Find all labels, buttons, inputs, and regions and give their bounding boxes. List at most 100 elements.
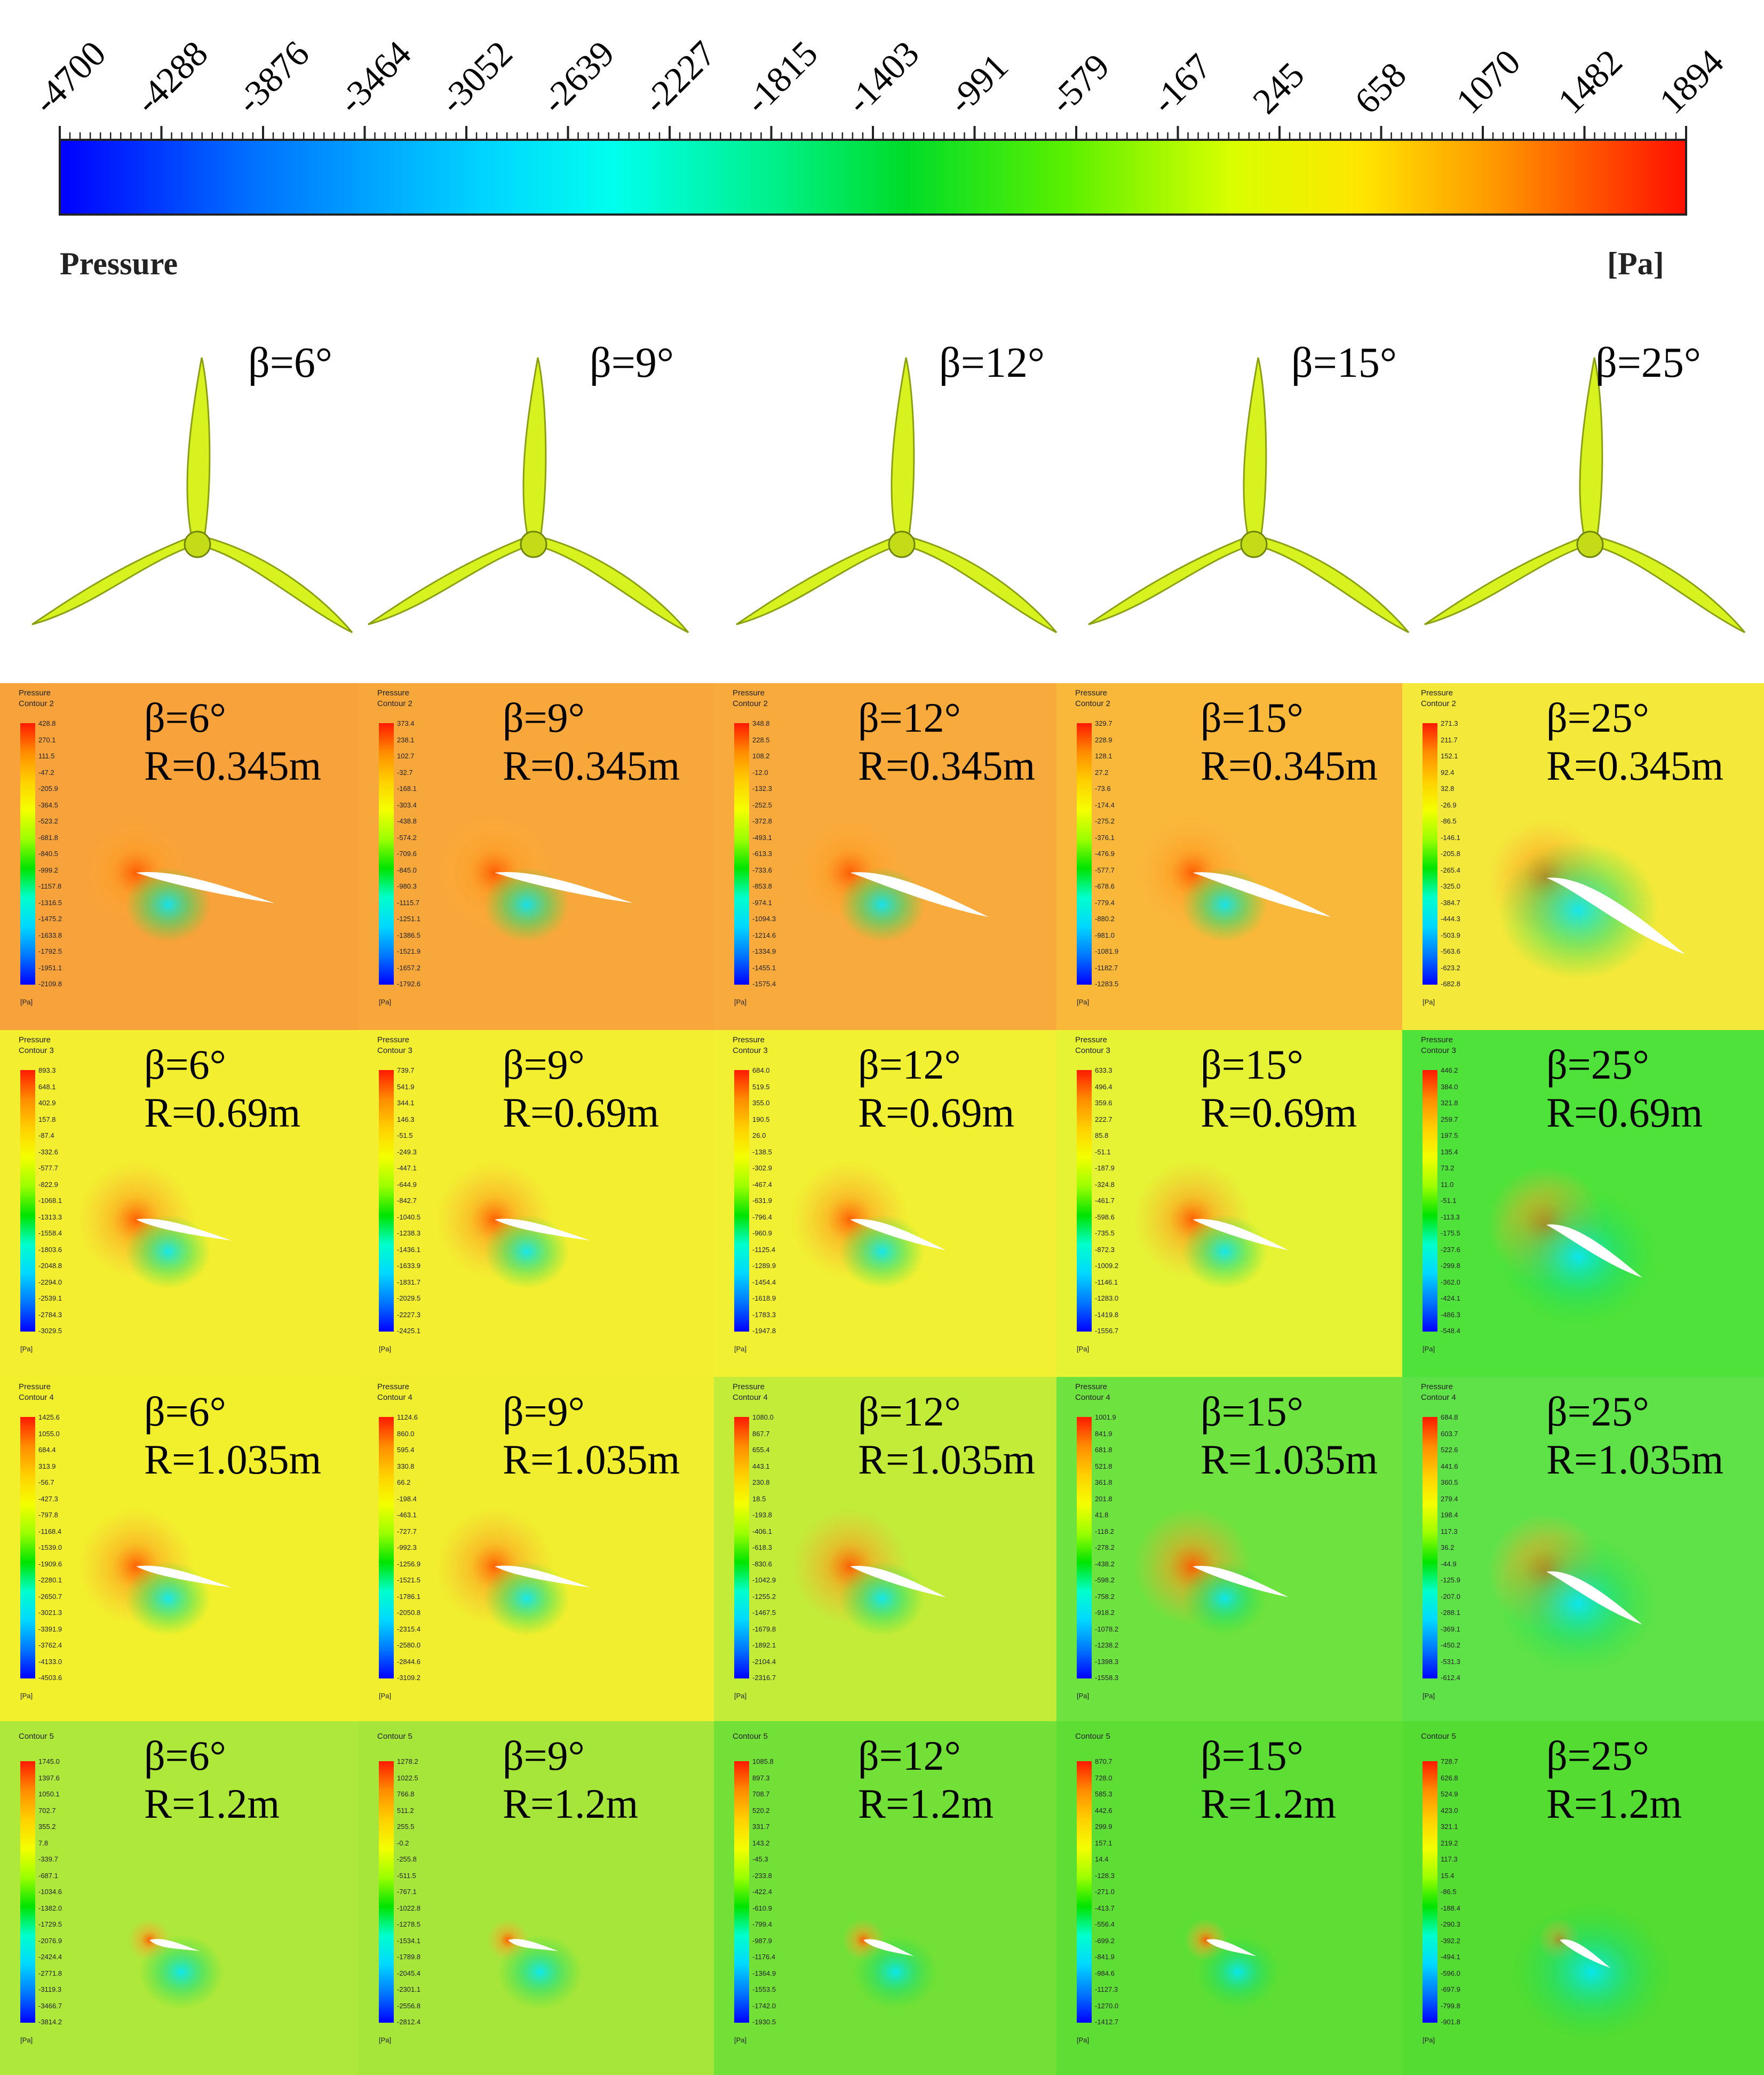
legend-value: -1436.1 (397, 1245, 421, 1254)
legend-value: -450.2 (1441, 1641, 1460, 1649)
legend-value: -384.7 (1441, 898, 1460, 907)
contour-panel: Pressure Contour 3 633.3 496.4 359.6 222.7 85.… (1056, 1030, 1402, 1377)
legend-unit: [Pa] (1077, 2036, 1090, 2044)
pitch-angle-caption: β=6° (144, 1041, 226, 1088)
airfoil-section (850, 1565, 946, 1597)
legend-value: -1783.3 (752, 1310, 776, 1319)
legend-value: 313.9 (38, 1462, 56, 1470)
legend-value: -1289.9 (752, 1262, 776, 1270)
legend-value: 92.4 (1441, 768, 1455, 777)
legend-value: 648.1 (38, 1082, 56, 1091)
legend-value: -1930.5 (752, 2018, 776, 2026)
legend-value: 321.1 (1441, 1823, 1458, 1831)
legend-value: -1009.2 (1095, 1262, 1119, 1270)
legend-value: -249.3 (397, 1147, 417, 1156)
radius-caption: R=1.2m (503, 1780, 639, 1827)
legend-value: -2029.5 (397, 1294, 421, 1302)
legend-value: -406.1 (752, 1527, 772, 1535)
legend-value: -796.4 (752, 1213, 772, 1221)
legend-value: -303.4 (397, 801, 417, 809)
legend-colorbar (734, 723, 749, 985)
legend-unit: [Pa] (1423, 1345, 1435, 1353)
rotor-blade (736, 535, 898, 625)
airfoil-section (863, 1939, 914, 1957)
legend-value: -901.8 (1441, 2018, 1460, 2026)
legend-value: 360.5 (1441, 1478, 1458, 1486)
legend-value: -1251.1 (397, 915, 421, 923)
pitch-angle-caption: β=15° (1201, 1041, 1304, 1088)
legend-value: -1382.0 (38, 1904, 62, 1912)
legend-value: -26.9 (1441, 801, 1457, 809)
legend-value: 521.8 (1095, 1462, 1113, 1470)
legend-value: -1278.5 (397, 1920, 421, 1928)
legend-value: -2316.7 (752, 1674, 776, 1682)
legend-value: -125.9 (1441, 1576, 1460, 1584)
legend-value: 329.7 (1095, 719, 1113, 727)
legend-value: -1742.0 (752, 2001, 776, 2010)
legend-value: -797.8 (38, 1511, 58, 1519)
airfoil-pressure-field (436, 1508, 591, 1636)
airfoil-pressure-field (487, 1919, 583, 2009)
legend-unit: [Pa] (734, 2036, 747, 2044)
legend-value: -3021.3 (38, 1609, 62, 1617)
legend-value: 1080.0 (752, 1413, 774, 1421)
legend-value: -299.8 (1441, 1262, 1460, 1270)
radius-caption: R=1.2m (858, 1780, 994, 1827)
legend-value: 446.2 (1441, 1066, 1458, 1074)
pitch-angle-caption: β=6° (144, 694, 226, 741)
legend-value: -767.1 (397, 1888, 417, 1896)
legend-value: -1455.1 (752, 963, 776, 972)
legend-value: -1556.7 (1095, 1327, 1119, 1335)
pitch-angle-caption: β=12° (858, 694, 961, 741)
legend-value: -1553.5 (752, 1985, 776, 1993)
legend-colorbar (379, 1070, 394, 1332)
legend-value: 152.1 (1441, 752, 1458, 760)
legend-value: -1094.3 (752, 915, 776, 923)
legend-value: -758.2 (1095, 1592, 1115, 1601)
rotor-blade (368, 535, 530, 625)
rotor-3 (736, 357, 1058, 633)
legend-value: -1022.8 (397, 1904, 421, 1912)
legend-value: -198.4 (397, 1494, 417, 1503)
legend-value: -494.1 (1441, 1953, 1460, 1961)
legend-value: -853.8 (752, 882, 772, 890)
legend-value: -1040.5 (397, 1213, 421, 1221)
legend-value: -598.6 (1095, 1213, 1115, 1221)
legend-value: -840.5 (38, 850, 58, 858)
legend-value: 522.6 (1441, 1446, 1458, 1454)
legend-colorbar (1423, 1417, 1437, 1678)
legend-value: 15.4 (1441, 1871, 1455, 1880)
legend-value: -278.2 (1095, 1543, 1115, 1551)
legend-value: -339.7 (38, 1855, 58, 1863)
airfoil-section (1193, 872, 1331, 917)
legend-value: -727.7 (397, 1527, 417, 1535)
legend-value: -735.5 (1095, 1229, 1115, 1237)
legend-title: Pressure (377, 1035, 410, 1044)
airfoil-section (850, 872, 989, 917)
legend-value: -511.5 (397, 1871, 416, 1880)
legend-title: Pressure (1075, 1382, 1108, 1391)
legend-value: -364.5 (38, 801, 58, 809)
legend-value: 684.0 (752, 1066, 770, 1074)
legend-title: Pressure (733, 1035, 765, 1044)
legend-value: -2556.8 (397, 2001, 421, 2010)
legend-value: -1068.1 (38, 1197, 62, 1205)
legend-value: -1633.9 (397, 1262, 421, 1270)
legend-value: 228.5 (752, 735, 770, 744)
airfoil-section (136, 872, 275, 904)
airfoil-pressure-field (1185, 1919, 1281, 2009)
rotor-blade (1594, 535, 1746, 633)
rotor-blade (31, 535, 194, 625)
legend-value: -1467.5 (752, 1609, 776, 1617)
airfoil-section (1546, 1571, 1642, 1625)
legend-value: 18.5 (752, 1494, 766, 1503)
airfoil-section (1546, 877, 1685, 954)
legend-colorbar (20, 1070, 35, 1332)
legend-value: -681.8 (38, 833, 58, 842)
radius-caption: R=1.035m (503, 1436, 680, 1483)
pitch-angle-caption: β=15° (1201, 1732, 1304, 1779)
legend-value: 860.0 (397, 1429, 415, 1438)
legend-value: -598.2 (1095, 1576, 1115, 1584)
radius-caption: R=0.345m (1201, 742, 1378, 789)
